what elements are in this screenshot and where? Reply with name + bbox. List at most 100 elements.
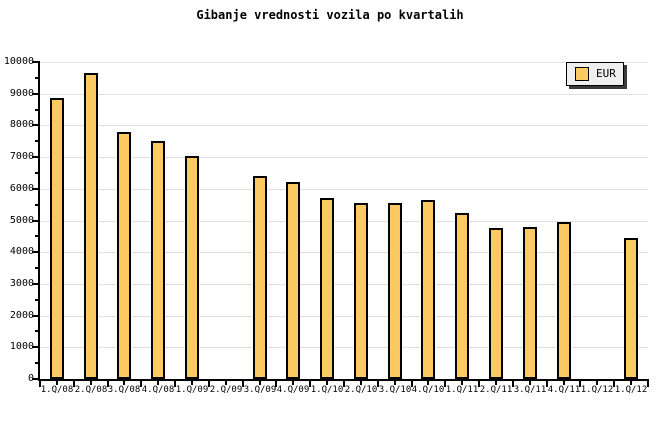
y-axis-minor-tick: [35, 267, 39, 269]
x-tick-label: 1.Q/08: [40, 385, 74, 395]
chart-bar: [624, 238, 638, 379]
x-axis-boundary-tick: [140, 381, 142, 387]
x-tick-label: 1.Q/12: [580, 385, 614, 395]
x-tick-label: 4.Q/11: [547, 385, 581, 395]
x-tick-label: 4.Q/09: [276, 385, 310, 395]
chart-bar: [286, 182, 300, 379]
legend-series-label: EUR: [596, 67, 616, 80]
x-axis-center-tick: [292, 381, 294, 385]
x-tick-label: 4.Q/08: [141, 385, 175, 395]
x-axis-center-tick: [630, 381, 632, 385]
x-axis-line: [38, 379, 649, 381]
gridline: [41, 94, 648, 95]
x-tick-label: 2.Q/10: [344, 385, 378, 395]
y-tick-label: 5000: [9, 215, 34, 226]
gridline: [41, 284, 648, 285]
y-axis-minor-tick: [35, 235, 39, 237]
chart-bar: [557, 222, 571, 379]
x-axis-center-tick: [90, 381, 92, 385]
y-axis-minor-tick: [35, 330, 39, 332]
x-tick-label: 3.Q/08: [107, 385, 141, 395]
y-axis-major-tick: [32, 251, 39, 253]
x-axis-boundary-tick: [579, 381, 581, 387]
x-tick-label: 2.Q/09: [209, 385, 243, 395]
y-axis-minor-tick: [35, 172, 39, 174]
chart-bar: [320, 198, 334, 379]
y-axis-minor-tick: [35, 109, 39, 111]
x-axis-boundary-tick: [107, 381, 109, 387]
gridline: [41, 157, 648, 158]
x-axis-boundary-tick: [242, 381, 244, 387]
y-axis-line: [38, 61, 40, 381]
x-tick-label: 2.Q/11: [479, 385, 513, 395]
x-tick-label: 1.Q/09: [175, 385, 209, 395]
x-axis-boundary-tick: [343, 381, 345, 387]
x-axis-boundary-tick: [174, 381, 176, 387]
x-axis-center-tick: [360, 381, 362, 385]
x-axis-center-tick: [461, 381, 463, 385]
chart-title: Gibanje vrednosti vozila po kvartalih: [196, 8, 464, 22]
x-axis-boundary-tick: [411, 381, 413, 387]
chart-bar: [523, 227, 537, 379]
y-axis-major-tick: [32, 156, 39, 158]
x-tick-label: 1.Q/12: [614, 385, 648, 395]
y-axis-minor-tick: [35, 140, 39, 142]
y-tick-label: 7000: [9, 151, 34, 162]
x-axis-center-tick: [326, 381, 328, 385]
x-tick-label: 3.Q/11: [513, 385, 547, 395]
y-axis-major-tick: [32, 220, 39, 222]
x-axis-boundary-tick: [39, 381, 41, 387]
y-tick-label: 9000: [9, 88, 34, 99]
gridline: [41, 221, 648, 222]
gridline: [41, 347, 648, 348]
y-tick-label: 2000: [9, 310, 34, 321]
x-axis-center-tick: [563, 381, 565, 385]
x-axis-center-tick: [495, 381, 497, 385]
y-tick-label: 10000: [3, 56, 34, 67]
chart-bar: [84, 73, 98, 379]
x-axis-center-tick: [529, 381, 531, 385]
x-axis-center-tick: [157, 381, 159, 385]
x-axis-center-tick: [596, 381, 598, 385]
chart-bar: [253, 176, 267, 379]
x-axis-center-tick: [123, 381, 125, 385]
gridline: [41, 252, 648, 253]
chart-bar: [185, 156, 199, 379]
chart-bar: [421, 200, 435, 379]
x-axis-boundary-tick: [377, 381, 379, 387]
gridline: [41, 62, 648, 63]
y-axis-major-tick: [32, 188, 39, 190]
x-axis-boundary-tick: [613, 381, 615, 387]
y-tick-label: 1000: [9, 341, 34, 352]
y-tick-label: 3000: [9, 278, 34, 289]
y-tick-label: 6000: [9, 183, 34, 194]
x-axis-boundary-tick: [512, 381, 514, 387]
chart-bar: [489, 228, 503, 379]
y-tick-label: 4000: [9, 246, 34, 257]
x-axis-center-tick: [225, 381, 227, 385]
y-tick-label: 0: [27, 373, 34, 384]
x-axis-boundary-tick: [309, 381, 311, 387]
x-axis-center-tick: [394, 381, 396, 385]
y-axis-major-tick: [32, 283, 39, 285]
chart-bar: [117, 132, 131, 379]
y-axis-major-tick: [32, 93, 39, 95]
x-axis-boundary-tick: [546, 381, 548, 387]
x-axis-boundary-tick: [275, 381, 277, 387]
chart-bar: [50, 98, 64, 379]
y-axis-major-tick: [32, 378, 39, 380]
x-tick-label: 4.Q/10: [411, 385, 445, 395]
gridline: [41, 316, 648, 317]
y-tick-label: 8000: [9, 119, 34, 130]
gridline: [41, 125, 648, 126]
chart-bar: [354, 203, 368, 379]
legend: EUR: [566, 62, 624, 86]
x-tick-label: 1.Q/10: [310, 385, 344, 395]
x-tick-label: 1.Q/11: [445, 385, 479, 395]
x-tick-label: 3.Q/10: [378, 385, 412, 395]
x-axis-boundary-tick: [478, 381, 480, 387]
y-axis-major-tick: [32, 315, 39, 317]
x-axis-boundary-tick: [444, 381, 446, 387]
x-axis-center-tick: [259, 381, 261, 385]
